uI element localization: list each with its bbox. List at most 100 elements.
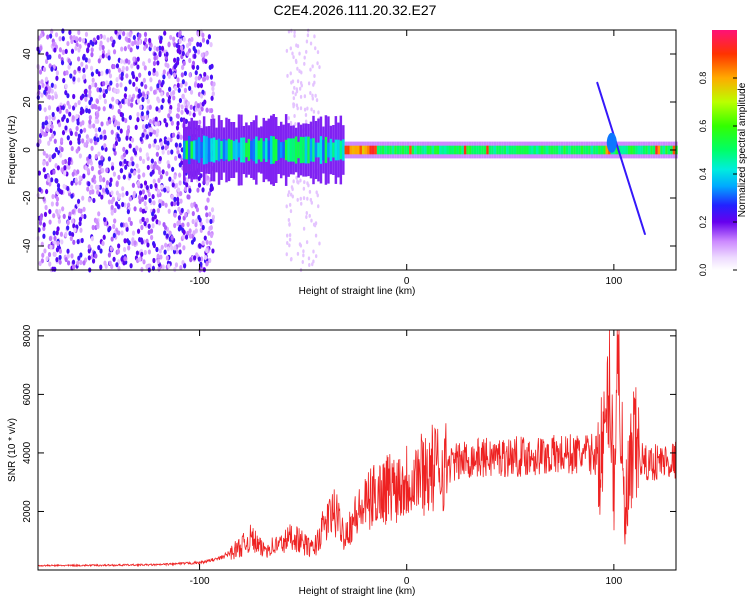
- noise-speckle: [90, 184, 94, 190]
- noise-speckle: [178, 242, 182, 248]
- noise-speckle: [173, 57, 177, 63]
- noise-speckle: [42, 222, 46, 228]
- signal-band-core: [583, 145, 586, 155]
- signal-band-core: [205, 136, 208, 164]
- noise-speckle: [165, 233, 169, 239]
- noise-speckle: [156, 258, 160, 264]
- noise-speckle: [151, 223, 155, 229]
- signal-band-core: [347, 145, 350, 155]
- noise-speckle: [113, 218, 117, 224]
- noise-speckle: [43, 131, 47, 137]
- noise-speckle: [210, 207, 215, 213]
- noise-speckle: [61, 28, 65, 34]
- noise-speckle: [178, 180, 182, 186]
- noise-speckle: [152, 165, 156, 171]
- noise-speckle: [176, 107, 181, 113]
- noise-speckle: [74, 45, 78, 51]
- noise-speckle: [127, 240, 131, 246]
- noise-speckle: [179, 198, 183, 204]
- noise-speckle: [59, 152, 63, 158]
- noise-speckle: [181, 50, 185, 57]
- signal-band-core: [411, 145, 415, 155]
- noise-speckle: [82, 55, 86, 61]
- noise-speckle: [145, 123, 149, 130]
- noise-column-speckle: [295, 175, 298, 180]
- noise-speckle: [107, 156, 111, 162]
- noise-speckle: [128, 31, 132, 37]
- noise-speckle: [55, 230, 59, 236]
- signal-band-core: [357, 145, 360, 155]
- noise-speckle: [210, 63, 214, 69]
- noise-speckle: [87, 181, 91, 187]
- signal-band-core: [324, 136, 328, 164]
- signal-band-core: [563, 145, 566, 155]
- noise-speckle: [68, 230, 72, 237]
- chart-title: C2E4.2026.111.20.32.E27: [274, 2, 437, 18]
- noise-column-speckle: [286, 233, 289, 238]
- signal-band-core: [598, 145, 601, 155]
- noise-speckle: [78, 216, 83, 222]
- noise-speckle: [72, 223, 76, 229]
- noise-speckle: [167, 208, 171, 214]
- noise-speckle: [108, 181, 112, 187]
- noise-column-speckle: [285, 48, 289, 53]
- noise-column-speckle: [288, 237, 292, 242]
- noise-speckle: [160, 184, 164, 190]
- noise-speckle: [62, 183, 66, 189]
- noise-speckle: [141, 96, 145, 103]
- signal-band-core: [531, 145, 534, 155]
- noise-speckle: [173, 85, 178, 91]
- noise-column-speckle: [290, 185, 294, 190]
- noise-speckle: [167, 163, 171, 169]
- noise-speckle: [51, 153, 55, 160]
- signal-band-core: [660, 145, 663, 155]
- noise-speckle: [123, 93, 127, 99]
- noise-column-speckle: [299, 94, 303, 99]
- noise-column-speckle: [302, 249, 305, 254]
- signal-band-core: [359, 145, 362, 155]
- signal-band-core: [337, 139, 340, 161]
- noise-speckle: [72, 105, 76, 111]
- noise-speckle: [157, 79, 162, 85]
- noise-speckle: [139, 136, 143, 142]
- noise-column-speckle: [304, 119, 308, 124]
- signal-band-core: [471, 145, 474, 155]
- noise-speckle: [178, 142, 182, 148]
- noise-speckle: [126, 209, 130, 215]
- snr-background: [38, 330, 676, 570]
- noise-speckle: [160, 45, 165, 52]
- noise-speckle: [158, 87, 162, 93]
- noise-speckle: [101, 240, 105, 247]
- spectrogram-axes: -100 0 100 -40 -20 0 20 40: [22, 30, 676, 287]
- signal-band-core: [409, 145, 412, 155]
- noise-speckle: [114, 29, 118, 35]
- noise-speckle: [143, 249, 147, 256]
- signal-band-core: [550, 145, 554, 155]
- noise-speckle: [48, 261, 52, 267]
- noise-speckle: [133, 150, 138, 156]
- noise-speckle: [176, 196, 180, 202]
- noise-speckle: [144, 84, 148, 90]
- noise-column-speckle: [298, 69, 301, 74]
- noise-speckle: [199, 221, 203, 227]
- signal-band-core: [287, 138, 290, 162]
- noise-speckle: [152, 142, 156, 148]
- noise-speckle: [42, 167, 46, 173]
- noise-speckle: [193, 82, 198, 88]
- noise-speckle: [76, 56, 81, 62]
- noise-speckle: [64, 231, 68, 238]
- noise-speckle: [58, 108, 62, 114]
- signal-band-core: [279, 142, 283, 158]
- signal-band-core: [448, 145, 452, 155]
- signal-band-core: [523, 145, 527, 155]
- noise-column-speckle: [311, 96, 315, 101]
- noise-speckle: [125, 135, 129, 141]
- signal-band-core: [615, 145, 618, 155]
- noise-speckle: [120, 222, 124, 228]
- noise-speckle: [61, 116, 65, 122]
- noise-speckle: [146, 242, 150, 248]
- noise-speckle: [184, 234, 189, 240]
- noise-speckle: [99, 264, 103, 270]
- noise-speckle: [172, 36, 176, 42]
- noise-speckle: [107, 86, 112, 92]
